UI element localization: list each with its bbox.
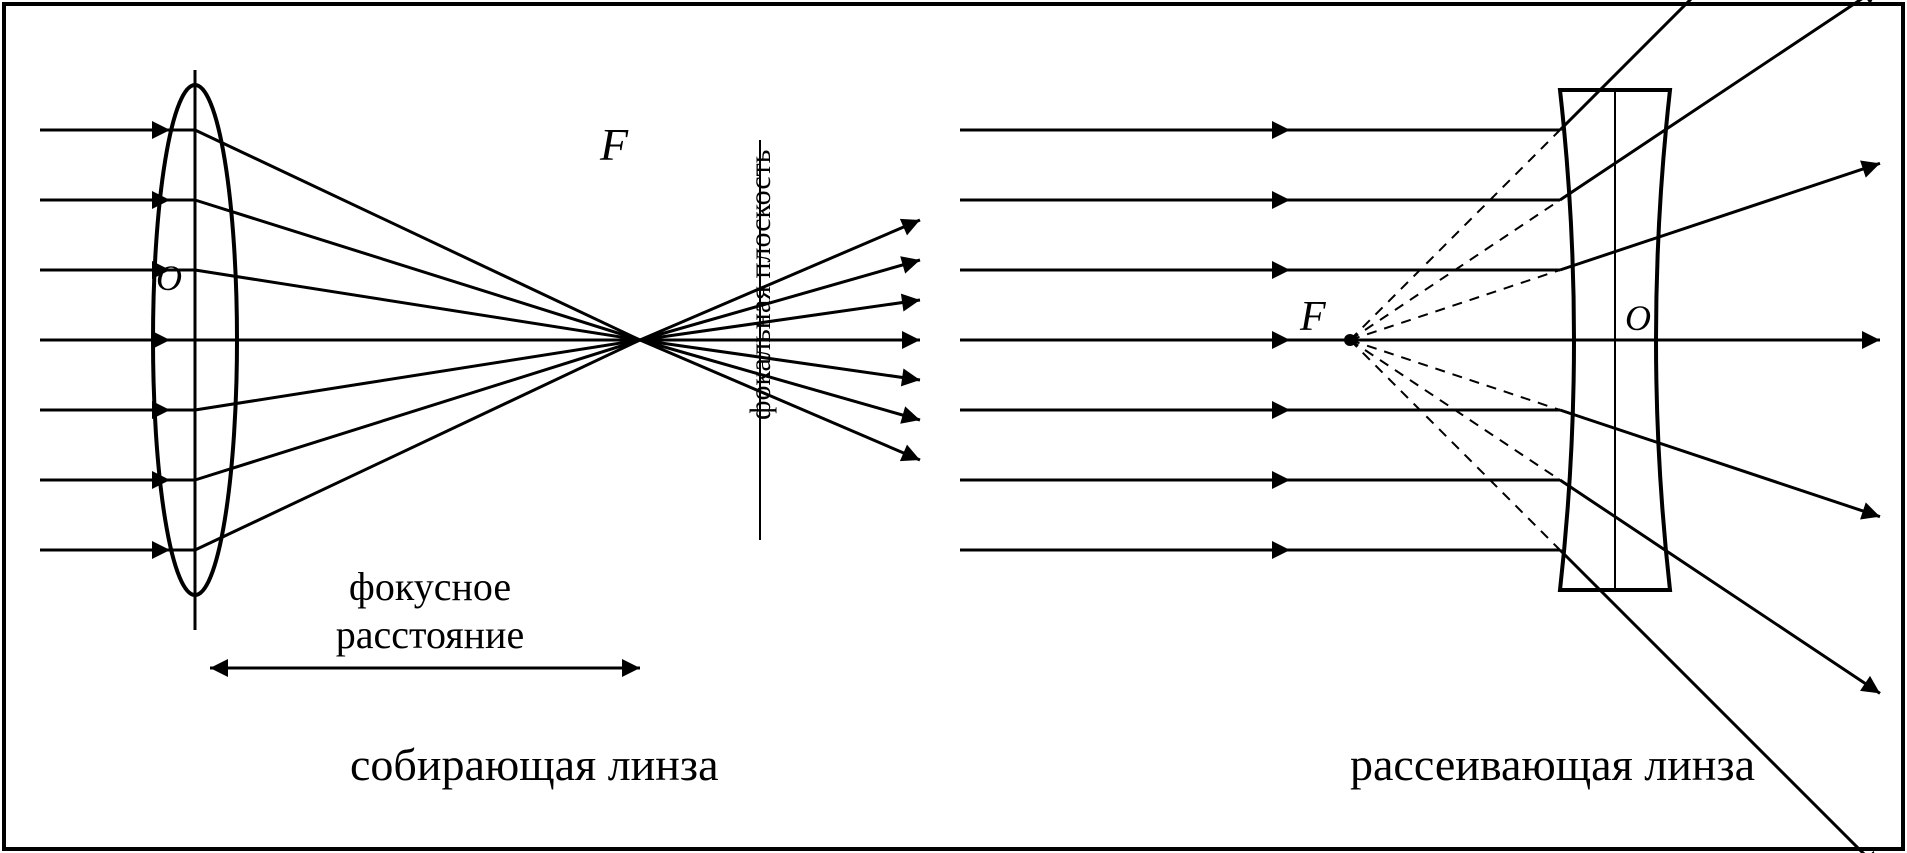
focal-distance-label-1: фокусное xyxy=(349,564,511,609)
focal-plane-label: фокальная плоскость xyxy=(744,150,777,420)
optical-center-label: O xyxy=(156,258,182,298)
focus-label: F xyxy=(599,119,629,170)
lens-diagram: F Oфокусноерасстояние фокальная плоскость с… xyxy=(0,0,1907,853)
converging-lens-caption: собирающая линза xyxy=(350,739,719,790)
virtual-focus-label: F xyxy=(1299,294,1326,340)
optical-center-label: O xyxy=(1625,298,1651,338)
diverging-lens-caption: рассеивающая линза xyxy=(1350,739,1755,790)
focal-distance-label-2: расстояние xyxy=(336,612,524,657)
